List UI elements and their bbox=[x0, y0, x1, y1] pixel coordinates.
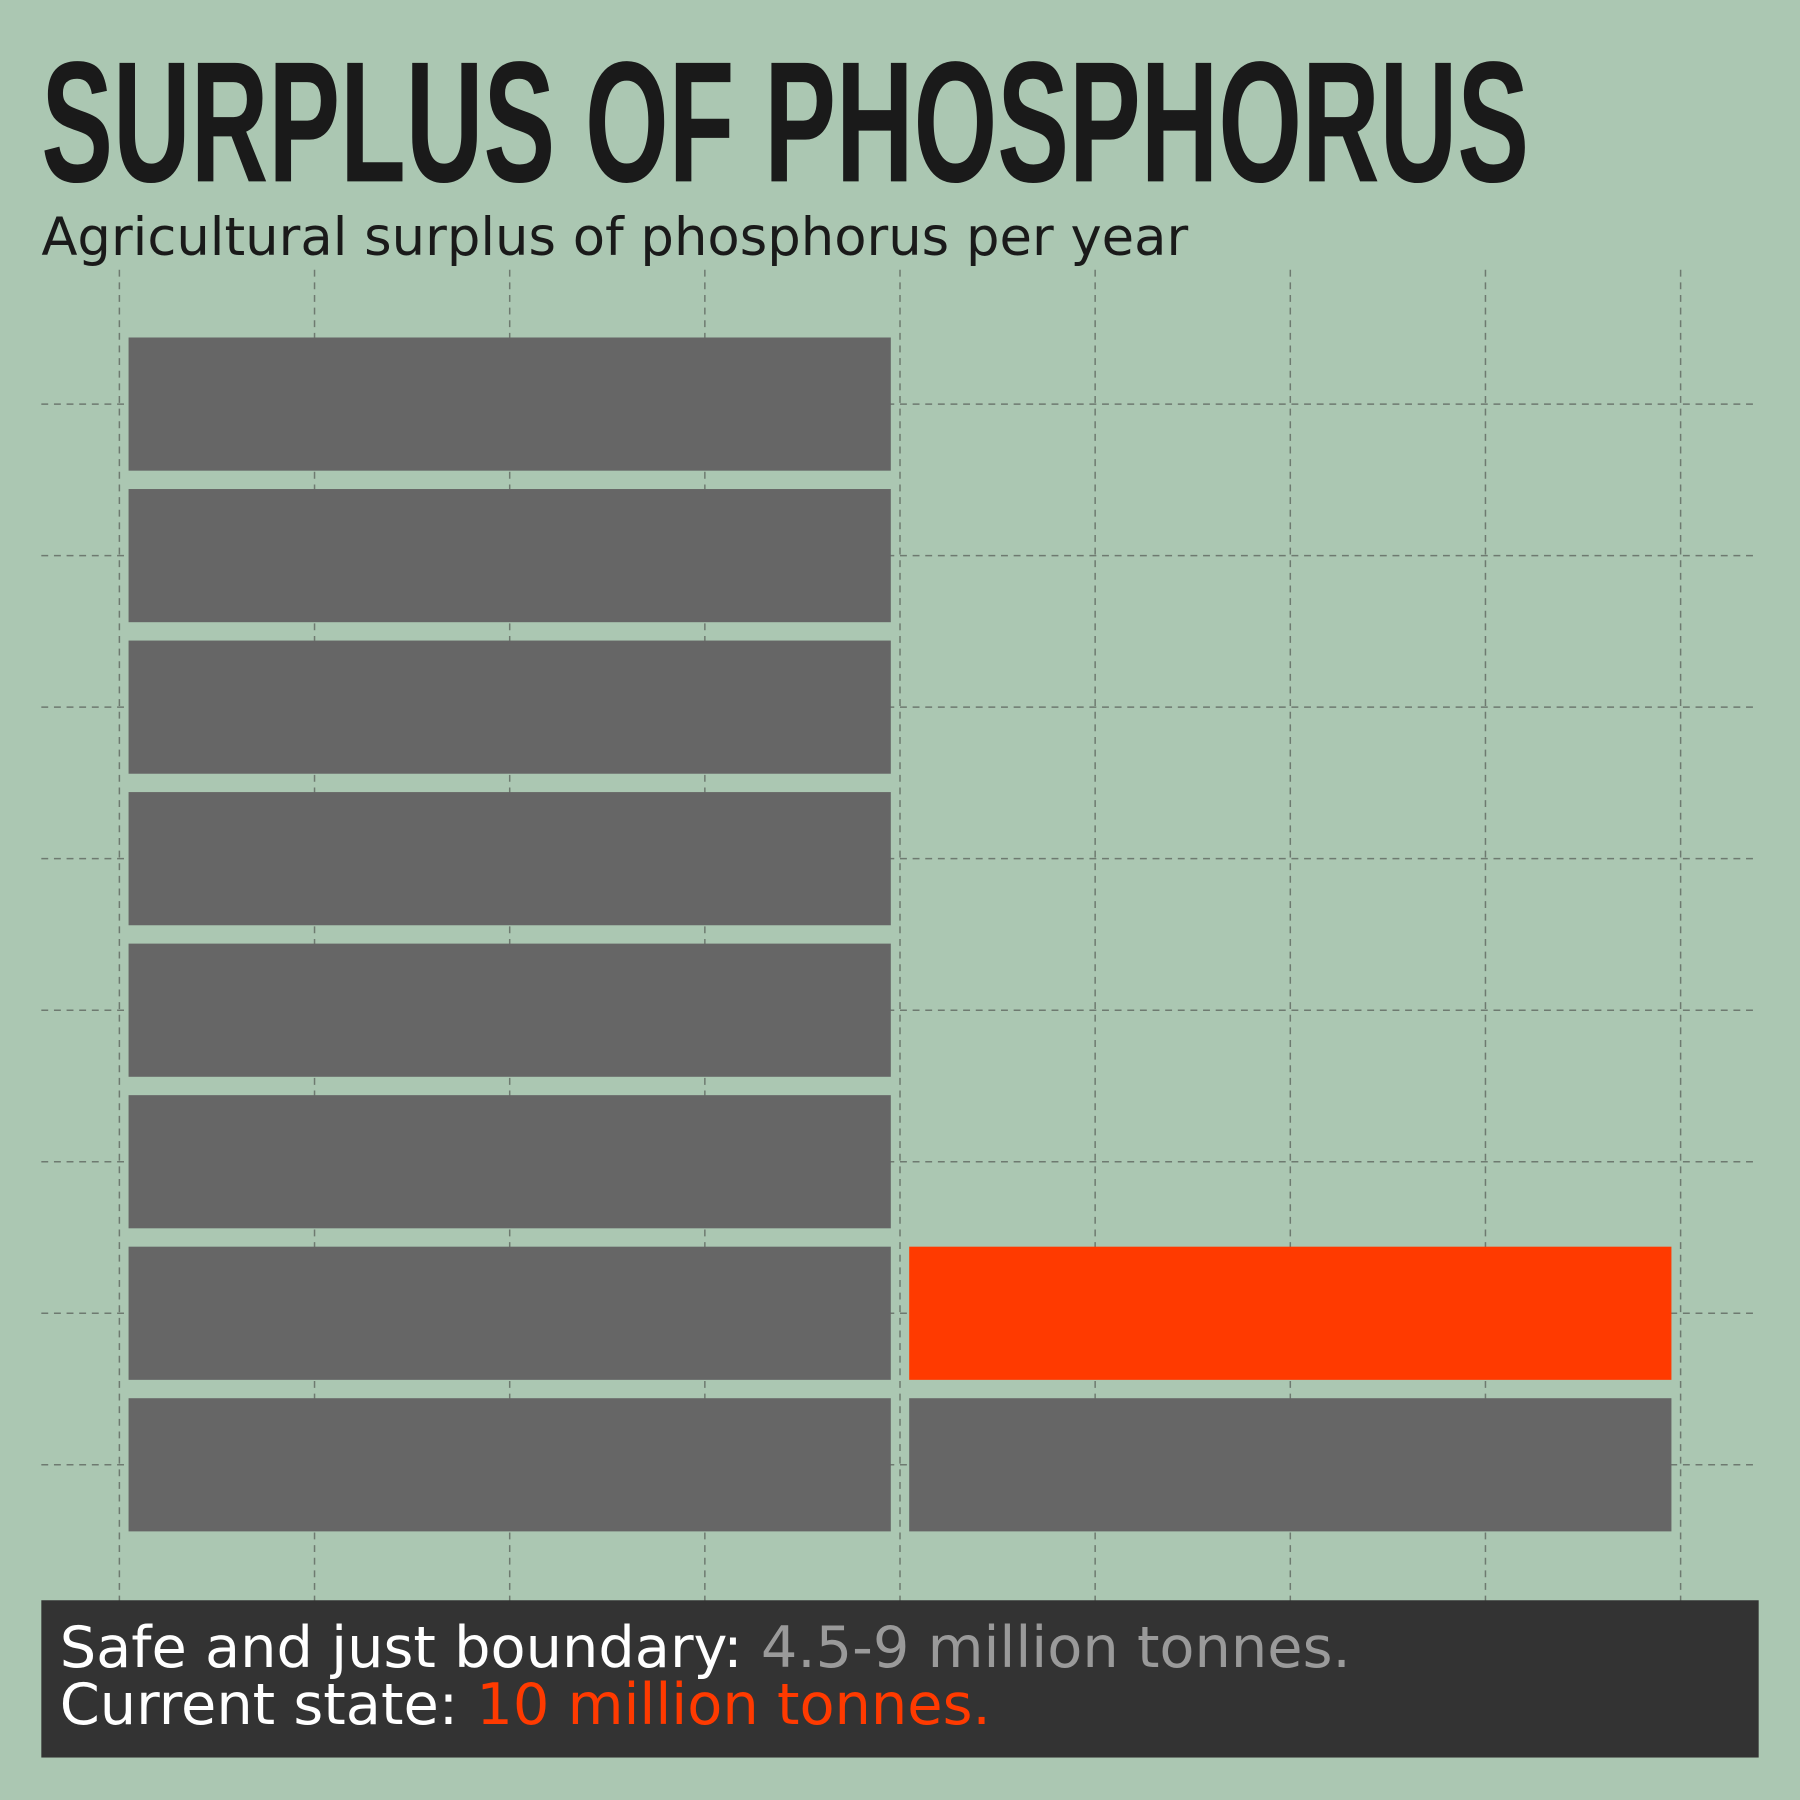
footer-label: Safe and just boundary: bbox=[60, 1614, 743, 1681]
block bbox=[128, 792, 891, 926]
blocks bbox=[128, 337, 1672, 1532]
title: SURPLUS OF PHOSPHORUS bbox=[41, 26, 1529, 218]
block bbox=[128, 1398, 891, 1532]
block bbox=[128, 489, 891, 623]
block bbox=[128, 943, 891, 1077]
footer-line: Safe and just boundary: 4.5-9 million to… bbox=[60, 1614, 1351, 1681]
block bbox=[128, 1246, 891, 1380]
block bbox=[128, 1095, 891, 1229]
block-highlight bbox=[909, 1246, 1672, 1380]
block bbox=[128, 640, 891, 774]
block bbox=[128, 337, 891, 471]
footer-box bbox=[41, 1600, 1759, 1758]
footer-value: 10 million tonnes. bbox=[476, 1671, 990, 1738]
footer-value: 4.5-9 million tonnes. bbox=[761, 1614, 1351, 1681]
block bbox=[909, 1398, 1672, 1532]
footer-line: Current state: 10 million tonnes. bbox=[60, 1671, 991, 1738]
footer-label: Current state: bbox=[60, 1671, 458, 1738]
subtitle: Agricultural surplus of phosphorus per y… bbox=[41, 207, 1188, 268]
